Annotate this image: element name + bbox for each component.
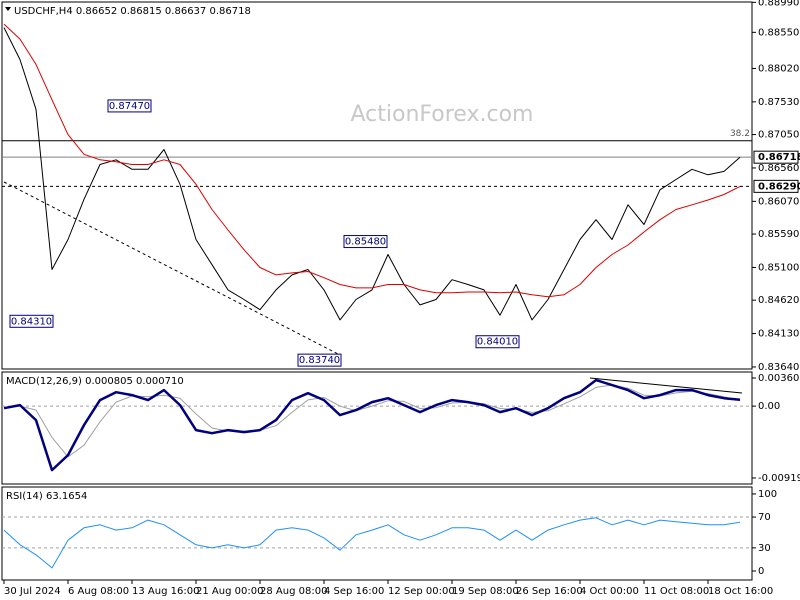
pane-frame: [1, 371, 753, 485]
y-tick-label: 0.85100: [758, 262, 799, 273]
series-line: [3, 378, 741, 472]
x-tick-label: 11 Oct 08:00: [644, 586, 709, 597]
y-tick-label: 0.84620: [758, 295, 799, 306]
y-tick-label: 0.87530: [758, 97, 799, 108]
trend-line: [3, 181, 341, 356]
x-tick-label: 21 Aug 00:00: [196, 586, 263, 597]
level-label-box: [753, 179, 799, 193]
y-tick-label: 0.83640: [758, 362, 799, 373]
y-tick-label: 0.87050: [758, 130, 799, 141]
annotation-label: 0.84010: [477, 337, 518, 348]
y-tick-label: 0.00: [758, 401, 780, 412]
level-label: 0.86718: [758, 152, 800, 163]
x-tick-label: 19 Sep 08:00: [452, 586, 519, 597]
x-tick-label: 18 Oct 16:00: [708, 586, 773, 597]
annotation-box: [343, 235, 388, 249]
level-label: 0.86290: [758, 181, 800, 192]
y-tick-label: 0.86560: [758, 163, 799, 174]
pane-frame: [1, 1, 753, 370]
y-tick-label: 0.86070: [758, 196, 799, 207]
y-tick-label: 0.88990: [758, 0, 799, 8]
annotation-label: 0.83740: [299, 355, 340, 366]
pane-title: RSI(14) 63.1654: [6, 491, 87, 502]
x-tick-label: 12 Sep 00:00: [388, 586, 455, 597]
x-tick-label: 13 Aug 16:00: [132, 586, 199, 597]
series-line: [3, 27, 741, 321]
divergence-line: [589, 377, 743, 394]
y-tick-label: 0.85590: [758, 229, 799, 240]
y-tick-label: -0.009198: [758, 473, 800, 484]
y-tick-label: 0.88020: [758, 63, 799, 74]
pane-title: MACD(12,26,9) 0.000805 0.000710: [6, 376, 184, 387]
y-tick-label: 0.88550: [758, 27, 799, 38]
annotation-box: [297, 353, 342, 367]
x-tick-label: 4 Oct 00:00: [580, 586, 639, 597]
annotation-label: 0.84310: [11, 316, 52, 327]
y-tick-label: 30: [758, 543, 771, 554]
annotation-label: 0.85480: [345, 237, 386, 248]
series-line: [3, 517, 741, 569]
annotation-box: [107, 99, 152, 113]
y-tick-label: 0.003603: [758, 373, 800, 384]
menu-arrow: [5, 7, 11, 11]
y-tick-label: 100: [758, 489, 777, 500]
x-tick-label: 26 Sep 16:00: [516, 586, 583, 597]
y-tick-label: 0.84130: [758, 329, 799, 340]
y-tick-label: 70: [758, 512, 771, 523]
pane-frame: [1, 486, 753, 581]
y-tick-label: 0: [758, 566, 764, 577]
annotation-label: 0.87470: [109, 101, 150, 112]
watermark: ActionForex.com: [351, 102, 534, 127]
pane-title: USDCHF,H4 0.86652 0.86815 0.86637 0.8671…: [14, 6, 251, 17]
level-label: 38.2: [730, 129, 750, 139]
x-tick-label: 30 Jul 2024: [4, 586, 61, 597]
x-tick-label: 6 Aug 08:00: [68, 586, 129, 597]
level-label-box: [753, 150, 799, 164]
series-line: [3, 23, 741, 298]
annotation-box: [475, 335, 520, 349]
annotation-box: [9, 314, 54, 328]
x-tick-label: 4 Sep 16:00: [324, 586, 384, 597]
x-tick-label: 28 Aug 08:00: [260, 586, 327, 597]
